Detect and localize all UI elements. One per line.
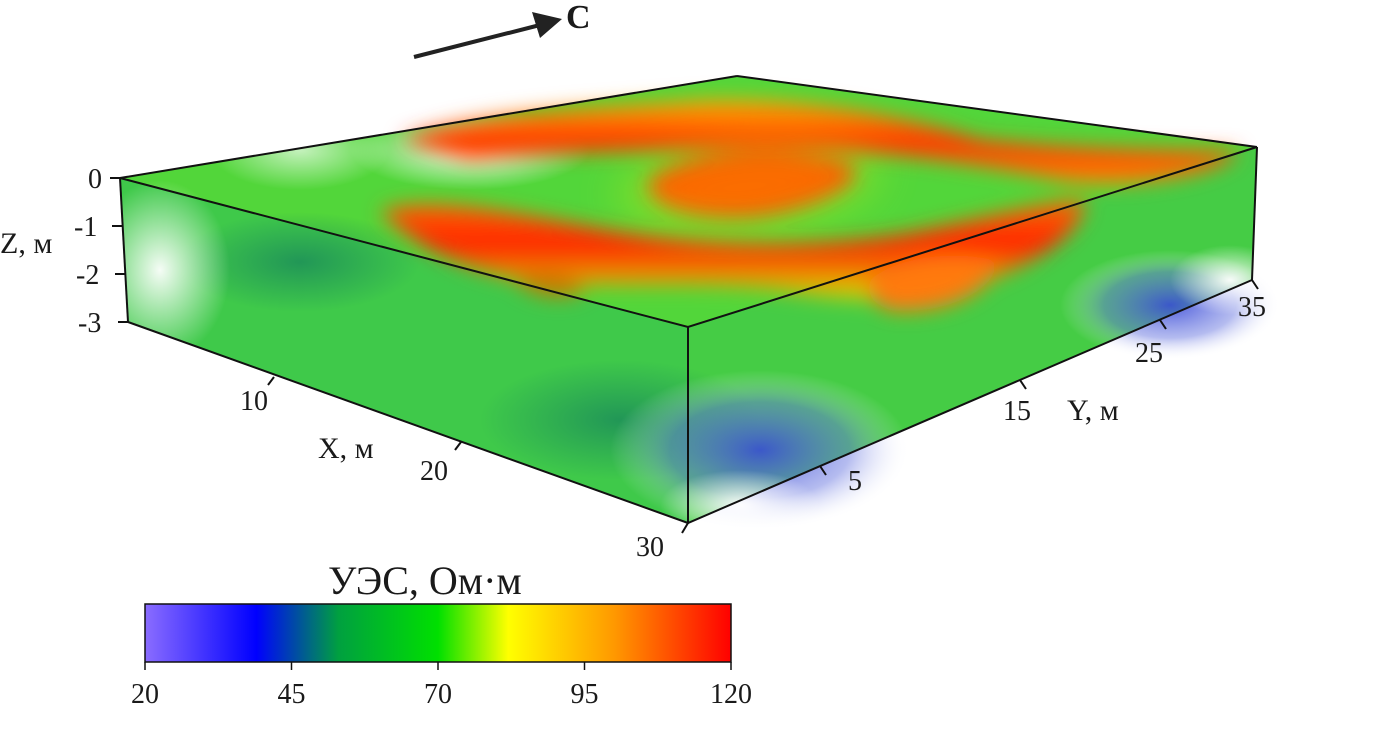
z-axis-title: Z, м — [0, 227, 52, 260]
colorbar-gradient — [144, 603, 732, 663]
x-tick-label: 10 — [240, 386, 268, 417]
z-tick-label: -2 — [76, 260, 99, 291]
y-tick-label: 15 — [1003, 396, 1031, 427]
x-tick-label: 30 — [636, 532, 664, 563]
z-tick-label: 0 — [88, 164, 102, 195]
z-tick-label: -3 — [78, 308, 101, 339]
colorbar-tick-label: 120 — [710, 679, 752, 710]
colorbar: УЭС, Ом·м 20 45 70 95 120 — [131, 558, 752, 710]
x-tick-label: 20 — [420, 456, 448, 487]
y-tick-label: 5 — [848, 466, 862, 497]
colorbar-tick-label: 20 — [131, 679, 159, 710]
z-tick-label: -1 — [74, 212, 97, 243]
colorbar-tick-label: 45 — [278, 679, 306, 710]
colorbar-tick-label: 70 — [424, 679, 452, 710]
y-axis: 5 15 25 35 Y, м — [848, 292, 1266, 497]
north-arrow-line — [413, 23, 541, 59]
north-label: С — [566, 0, 591, 36]
colorbar-tick-label: 95 — [571, 679, 599, 710]
z-axis: 0 -1 -2 -3 Z, м — [0, 164, 102, 339]
y-tick-label: 35 — [1238, 292, 1266, 323]
tick-marks — [110, 177, 1259, 534]
north-arrow: С — [413, 0, 591, 59]
x-axis-title: X, м — [318, 432, 374, 465]
north-arrow-icon — [532, 12, 562, 38]
colorbar-title: УЭС, Ом·м — [328, 558, 522, 603]
volume-render — [90, 76, 1290, 540]
anomaly-band-north — [400, 99, 1240, 184]
x-axis: 10 20 30 X, м — [240, 386, 664, 563]
y-axis-title: Y, м — [1067, 394, 1119, 427]
y-tick-label: 25 — [1135, 338, 1163, 369]
